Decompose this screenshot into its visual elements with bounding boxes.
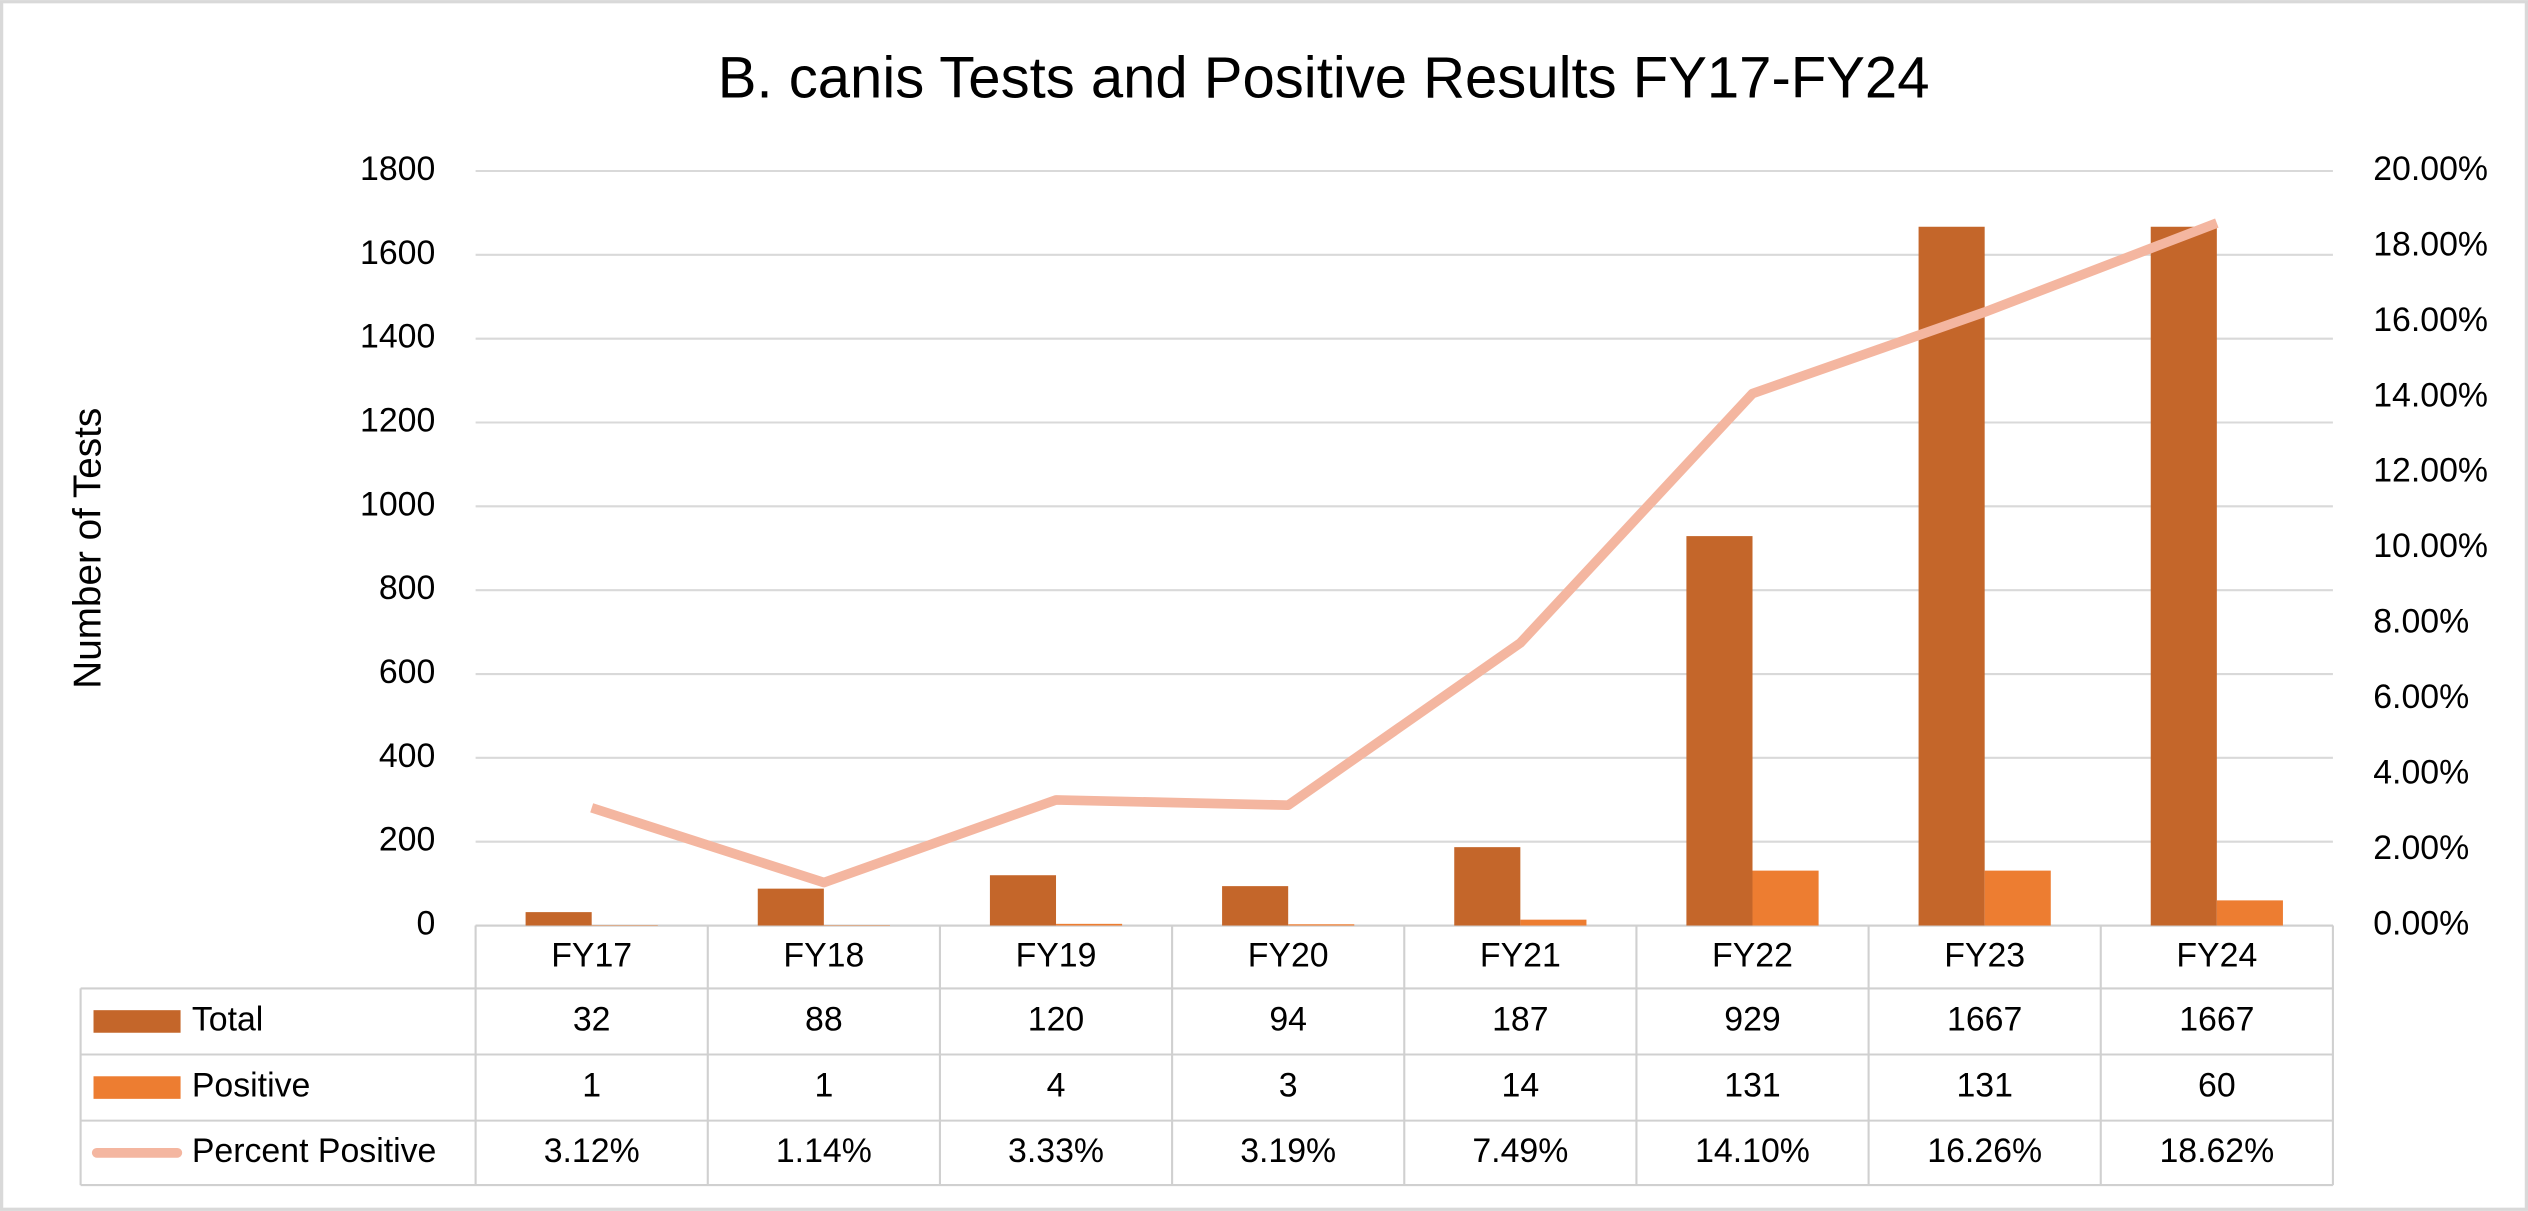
legend-label: Positive — [192, 1066, 311, 1104]
table-cell: 3.33% — [1008, 1132, 1104, 1170]
line — [590, 218, 2219, 888]
bar — [2216, 900, 2283, 926]
x-tick-label: FY24 — [2176, 937, 2257, 975]
y2-tick-label: 0.00% — [2373, 904, 2469, 942]
x-tick-label: FY22 — [1712, 937, 1793, 975]
table-cell: 60 — [2198, 1066, 2236, 1104]
y2-tick-label: 12.00% — [2373, 452, 2488, 490]
x-tick-label: FY20 — [1248, 937, 1329, 975]
y2-tick-label: 20.00% — [2373, 150, 2488, 188]
table-cell: 131 — [1956, 1066, 2012, 1104]
bar — [1520, 919, 1587, 926]
table-cell: 32 — [573, 1000, 611, 1038]
table-cell: 1 — [814, 1066, 833, 1104]
y2-tick-label: 4.00% — [2373, 754, 2469, 792]
bar — [1288, 924, 1355, 926]
x-tick-label: FY23 — [1944, 937, 2025, 975]
y2-tick-label: 14.00% — [2373, 376, 2488, 414]
table-cell: 3.19% — [1240, 1132, 1336, 1170]
table-cell: 3.12% — [544, 1132, 640, 1170]
bar — [1222, 886, 1289, 926]
legend-label: Total — [192, 1000, 264, 1038]
y-tick-label: 400 — [379, 737, 435, 775]
bar — [1686, 536, 1753, 926]
y-tick-label: 1800 — [360, 150, 435, 188]
table-cell: 3 — [1279, 1066, 1298, 1104]
y-tick-label: 1600 — [360, 234, 435, 272]
table-cell: 88 — [805, 1000, 843, 1038]
y2-tick-label: 2.00% — [2373, 829, 2469, 867]
legend-key — [93, 1010, 181, 1033]
table-cell: 14 — [1502, 1066, 1540, 1104]
bar — [1918, 226, 1985, 926]
bar — [989, 875, 1057, 926]
y-tick-label: 200 — [379, 821, 435, 859]
table-cell: 94 — [1269, 1000, 1307, 1038]
legend-key — [93, 1076, 181, 1099]
bar — [1752, 870, 1819, 926]
table-cell: 1667 — [1947, 1000, 2022, 1038]
x-tick-label: FY21 — [1480, 937, 1561, 975]
bar — [1454, 847, 1521, 926]
y-axis-title: Number of Tests — [67, 408, 110, 689]
y2-tick-label: 18.00% — [2373, 225, 2488, 263]
table-cell: 4 — [1047, 1066, 1066, 1104]
table-cell: 929 — [1724, 1000, 1780, 1038]
x-tick-label: FY17 — [551, 937, 632, 975]
chart-title: B. canis Tests and Positive Results FY17… — [718, 46, 1930, 111]
bar — [1984, 870, 2051, 926]
table-cell: 187 — [1492, 1000, 1548, 1038]
table-cell: 16.26% — [1927, 1132, 2042, 1170]
y-tick-label: 1400 — [360, 318, 435, 356]
y2-tick-label: 6.00% — [2373, 678, 2469, 716]
y2-tick-label: 8.00% — [2373, 603, 2469, 641]
table-cell: 14.10% — [1695, 1132, 1810, 1170]
y2-tick-label: 10.00% — [2373, 527, 2488, 565]
table-cell: 18.62% — [2159, 1132, 2274, 1170]
y-tick-label: 0 — [416, 904, 435, 942]
y-tick-label: 1200 — [360, 401, 435, 439]
bar — [2150, 226, 2217, 926]
table-cell: 1 — [582, 1066, 601, 1104]
bar — [1056, 923, 1123, 926]
table-cell: 1.14% — [776, 1132, 872, 1170]
y-tick-label: 800 — [379, 569, 435, 607]
table-cell: 131 — [1724, 1066, 1780, 1104]
bar — [757, 888, 824, 926]
table-cell: 120 — [1028, 1000, 1084, 1038]
table-cell: 1667 — [2179, 1000, 2254, 1038]
bar — [525, 912, 592, 926]
table-cell: 7.49% — [1472, 1132, 1568, 1170]
legend-label: Percent Positive — [192, 1132, 437, 1170]
x-tick-label: FY19 — [1016, 937, 1097, 975]
x-tick-label: FY18 — [783, 937, 864, 975]
y-tick-label: 1000 — [360, 485, 435, 523]
y-tick-label: 600 — [379, 653, 435, 691]
y2-tick-label: 16.00% — [2373, 301, 2488, 339]
